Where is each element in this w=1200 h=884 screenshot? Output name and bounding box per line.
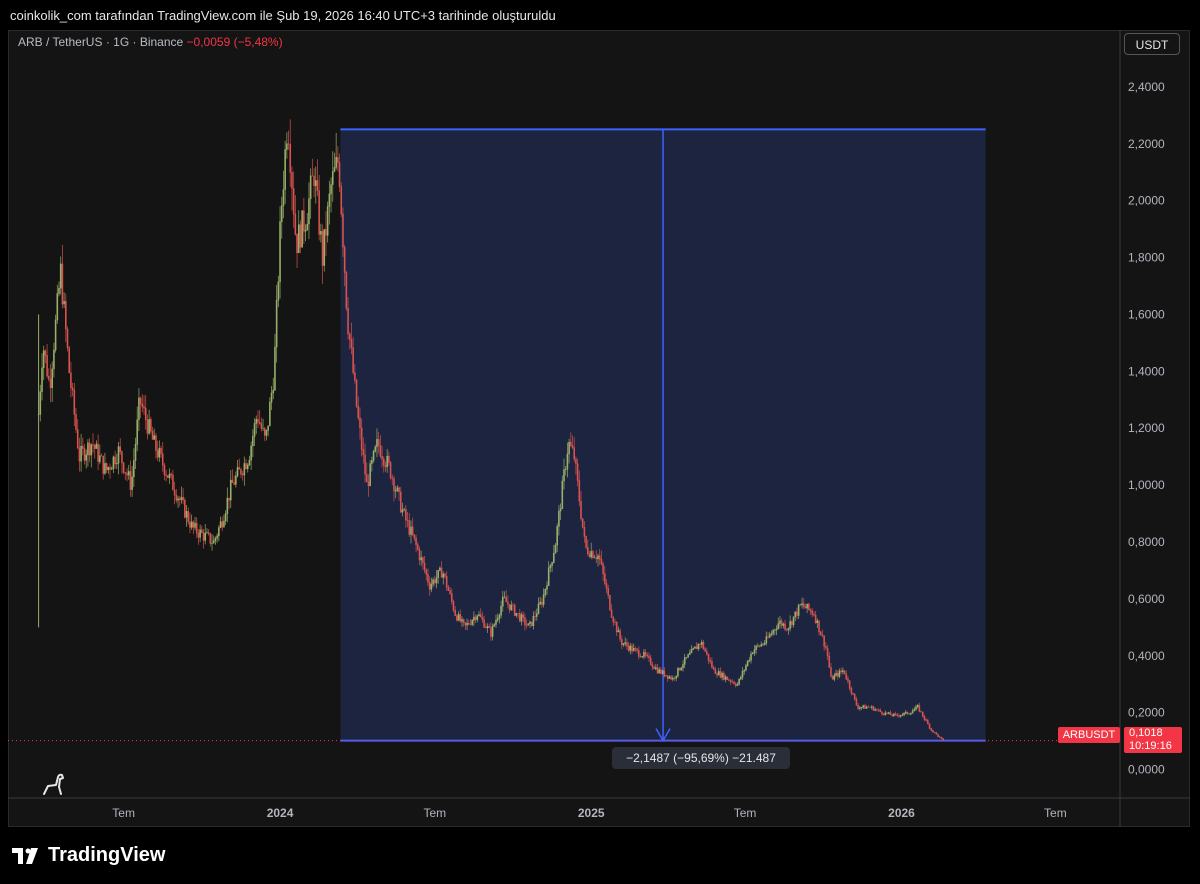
y-tick-label: 0,6000 xyxy=(1128,592,1165,606)
price-change: −0,0059 (−5,48%) xyxy=(186,35,283,49)
y-tick-label: 1,8000 xyxy=(1128,251,1165,265)
y-tick-label: 2,0000 xyxy=(1128,194,1165,208)
y-tick-label: 1,0000 xyxy=(1128,478,1165,492)
y-tick-label: 0,0000 xyxy=(1128,763,1165,777)
tradingview-logo[interactable]: TradingView xyxy=(12,844,165,867)
x-tick-label: Tem xyxy=(112,806,135,820)
y-tick-label: 0,4000 xyxy=(1128,649,1165,663)
tv-icon xyxy=(12,847,38,864)
y-tick-label: 2,4000 xyxy=(1128,80,1165,94)
last-price: 0,1018 xyxy=(1129,727,1163,739)
y-tick-label: 0,2000 xyxy=(1128,706,1165,720)
x-tick-label: 2024 xyxy=(267,806,294,820)
y-tick-label: 2,2000 xyxy=(1128,137,1165,151)
y-tick-label: 0,8000 xyxy=(1128,535,1165,549)
last-price-tag: 0,1018 10:19:16 xyxy=(1124,727,1182,753)
y-tick-label: 1,2000 xyxy=(1128,421,1165,435)
x-tick-label: Tem xyxy=(423,806,446,820)
x-tick-label: 2026 xyxy=(888,806,915,820)
chart-legend: ARB / TetherUS · 1G · Binance −0,0059 (−… xyxy=(18,35,283,49)
symbol-price-tag: ARBUSDT xyxy=(1058,727,1120,743)
currency-button[interactable]: USDT xyxy=(1124,33,1180,55)
measure-arrow-head xyxy=(655,728,671,743)
x-tick-label: Tem xyxy=(1044,806,1067,820)
bar-countdown: 10:19:16 xyxy=(1129,740,1172,752)
brand-name: TradingView xyxy=(48,844,166,866)
y-tick-label: 1,6000 xyxy=(1128,307,1165,321)
symbol-label: ARB / TetherUS · 1G · Binance xyxy=(18,35,184,49)
x-tick-label: 2025 xyxy=(578,806,605,820)
measure-label: −2,1487 (−95,69%) −21.487 xyxy=(612,747,790,769)
x-tick-label: Tem xyxy=(734,806,757,820)
chart-attribution: coinkolik_com tarafından TradingView.com… xyxy=(10,8,556,23)
y-tick-label: 1,4000 xyxy=(1128,364,1165,378)
dino-icon[interactable] xyxy=(40,772,66,803)
